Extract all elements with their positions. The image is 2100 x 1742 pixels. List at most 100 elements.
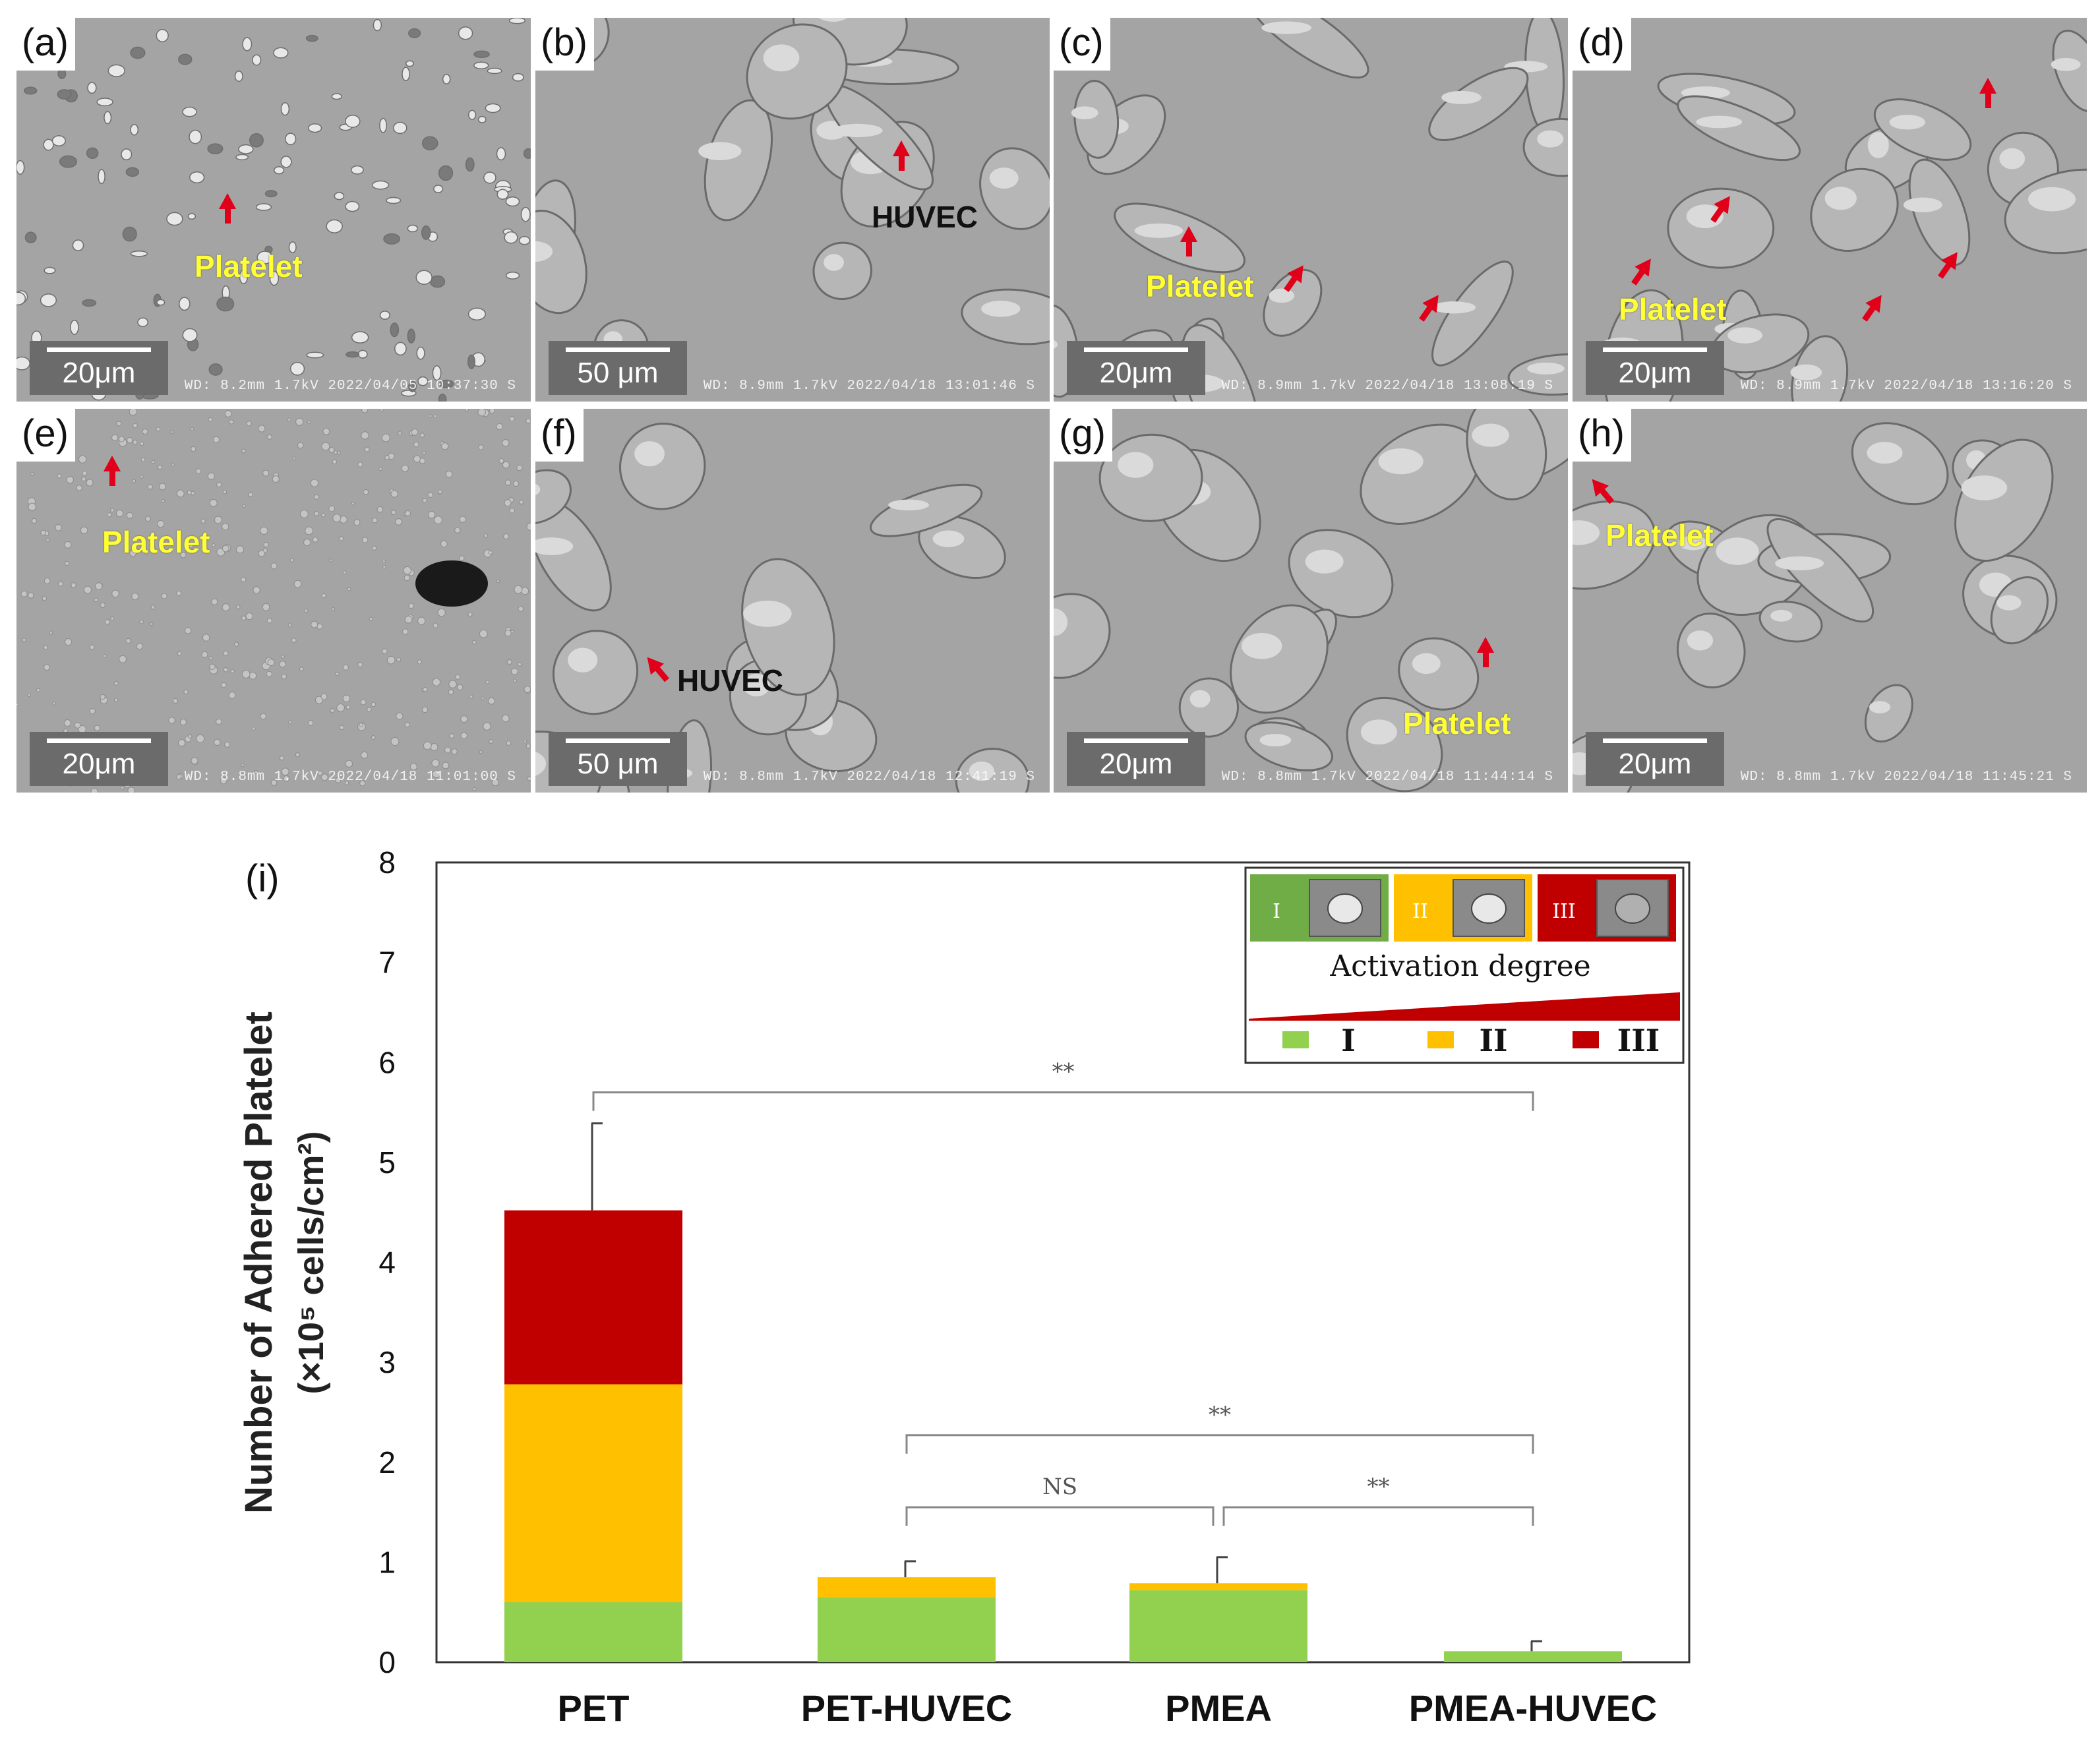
sem-metadata: WD: 8.9mm 1.7kV 2022/04/18 13:08:19 S bbox=[1221, 378, 1553, 394]
legend-entry-label: III bbox=[1617, 1023, 1660, 1058]
significance-label: ** bbox=[1367, 1474, 1390, 1500]
y-tick-label: 2 bbox=[378, 1445, 396, 1480]
annotation-label: HUVEC bbox=[677, 663, 784, 698]
red-arrow-icon bbox=[1284, 265, 1304, 292]
bar-segment-ii bbox=[1129, 1583, 1307, 1590]
micrograph-panel: (f) 50 μm WD: 8.8mm 1.7kV 2022/04/18 12:41… bbox=[535, 409, 1050, 793]
annotation-label: Platelet bbox=[1605, 518, 1714, 553]
legend-swatch bbox=[1282, 1031, 1309, 1048]
scale-bar-line bbox=[566, 347, 670, 352]
red-arrow-icon bbox=[893, 140, 910, 171]
sem-metadata: WD: 8.9mm 1.7kV 2022/04/18 13:16:20 S bbox=[1740, 378, 2072, 394]
red-arrow-icon bbox=[1938, 252, 1958, 279]
sem-metadata: WD: 8.8mm 1.7kV 2022/04/18 11:44:14 S bbox=[1221, 769, 1553, 785]
x-category-label: PET-HUVEC bbox=[801, 1687, 1013, 1729]
scale-bar: 20μm bbox=[1586, 732, 1724, 786]
annotation-label: Platelet bbox=[1146, 269, 1254, 303]
annotation-label: Platelet bbox=[102, 525, 210, 559]
scale-bar-line bbox=[47, 347, 151, 352]
y-tick-label: 5 bbox=[378, 1145, 396, 1180]
scale-bar-label: 20μm bbox=[62, 748, 136, 780]
red-arrow-icon bbox=[1419, 295, 1439, 322]
bar-segment-ii bbox=[504, 1384, 682, 1603]
red-arrow-icon bbox=[1631, 258, 1651, 285]
scale-bar-line bbox=[1084, 738, 1188, 743]
panel-label: (b) bbox=[535, 18, 594, 71]
x-category-label: PMEA bbox=[1165, 1687, 1272, 1729]
y-tick-label: 6 bbox=[378, 1045, 396, 1079]
panel-label: (d) bbox=[1573, 18, 1631, 71]
legend-swatch bbox=[1573, 1031, 1599, 1048]
y-tick-label: 8 bbox=[378, 845, 396, 880]
sem-texture bbox=[1054, 409, 1568, 793]
legend-title: Activation degree bbox=[1329, 949, 1590, 983]
micrograph-panel: (d) 20μm WD: 8.9mm 1.7kV 2022/04/18 13:16:… bbox=[1573, 18, 2087, 402]
legend-entry-label: I bbox=[1341, 1023, 1356, 1058]
scale-bar-line bbox=[1603, 347, 1707, 352]
stage-badge-numeral: II bbox=[1412, 900, 1428, 923]
annotation-label: HUVEC bbox=[872, 200, 978, 234]
stage-badge-numeral: III bbox=[1552, 900, 1576, 923]
scale-bar: 50 μm bbox=[549, 341, 687, 395]
red-arrow-icon bbox=[1180, 226, 1197, 256]
x-category-label: PET bbox=[558, 1687, 630, 1729]
red-arrow-icon bbox=[1710, 196, 1730, 223]
platelet-thumbnail-cell bbox=[1615, 893, 1650, 924]
panel-label: (c) bbox=[1054, 18, 1110, 71]
bar-segment-i bbox=[818, 1597, 996, 1662]
annotation-label: Platelet bbox=[1403, 706, 1511, 740]
significance-label: ** bbox=[1052, 1059, 1075, 1085]
scale-bar-line bbox=[566, 738, 670, 743]
y-tick-label: 4 bbox=[378, 1246, 396, 1280]
scale-bar-line bbox=[1603, 738, 1707, 743]
stage-badge-numeral: I bbox=[1273, 900, 1280, 923]
y-axis-title: Number of Adhered Platelet (×10⁵ cells/c… bbox=[237, 1011, 331, 1514]
significance-bracket bbox=[1222, 1506, 1534, 1526]
sem-metadata: WD: 8.2mm 1.7kV 2022/04/05 10:37:30 S bbox=[184, 378, 516, 394]
significance-bracket bbox=[592, 1091, 1534, 1111]
x-axis-categories: PET PET-HUVEC PMEA PMEA-HUVEC bbox=[558, 1687, 1658, 1729]
scale-bar-label: 20μm bbox=[62, 357, 136, 389]
significance-label: NS bbox=[1042, 1474, 1077, 1500]
sem-texture bbox=[1573, 422, 2058, 793]
platelet-thumbnail-cell bbox=[1327, 893, 1363, 924]
red-arrow-icon bbox=[1592, 479, 1614, 504]
bars bbox=[504, 1122, 1622, 1662]
panel-label: (g) bbox=[1054, 409, 1112, 462]
y-axis: 0 1 2 3 4 5 6 7 8 bbox=[378, 845, 396, 1679]
sem-metadata: WD: 8.8mm 1.7kV 2022/04/18 11:45:21 S bbox=[1740, 769, 2072, 785]
significance-bracket bbox=[905, 1506, 1215, 1526]
significance-label: ** bbox=[1209, 1402, 1231, 1428]
sem-texture bbox=[1054, 18, 1568, 402]
scale-bar-label: 20μm bbox=[1618, 357, 1692, 389]
scale-bar-line bbox=[47, 738, 151, 743]
bar-segment-ii bbox=[818, 1577, 996, 1598]
chart-panel-label: (i) bbox=[245, 857, 280, 900]
scale-bar: 20μm bbox=[1067, 732, 1205, 786]
y-tick-label: 7 bbox=[378, 946, 396, 980]
red-arrow-icon bbox=[219, 193, 236, 224]
micrograph-panel: (b) 50 μm WD: 8.9mm 1.7kV 2022/04/18 13:01… bbox=[535, 18, 1050, 402]
red-arrow-icon bbox=[647, 657, 669, 682]
legend-entry-label: II bbox=[1479, 1023, 1507, 1058]
micrograph-panel: (e) 20μm WD: 8.8mm 1.7kV 2022/04/18 11:01:… bbox=[16, 409, 531, 793]
scale-bar: 50 μm bbox=[549, 732, 687, 786]
scale-bar-line bbox=[1084, 347, 1188, 352]
bar-segment-iii bbox=[504, 1210, 682, 1385]
annotation-label: Platelet bbox=[195, 249, 303, 284]
panel-label: (a) bbox=[16, 18, 75, 71]
bar-segment-i bbox=[504, 1602, 682, 1662]
x-category-label: PMEA-HUVEC bbox=[1409, 1687, 1657, 1729]
y-tick-label: 3 bbox=[378, 1345, 396, 1379]
annotation-label: Platelet bbox=[1619, 292, 1727, 326]
bar-segment-i bbox=[1444, 1651, 1622, 1662]
scale-bar-label: 20μm bbox=[1099, 357, 1173, 389]
scale-bar-label: 50 μm bbox=[577, 748, 659, 780]
scale-bar: 20μm bbox=[1586, 341, 1724, 395]
plot-frame bbox=[435, 861, 1691, 1664]
micrograph-panel: (h) 20μm WD: 8.8mm 1.7kV 2022/04/18 11:45:… bbox=[1573, 409, 2087, 793]
red-arrow-icon bbox=[1979, 78, 1996, 108]
y-tick-label: 1 bbox=[378, 1545, 396, 1579]
